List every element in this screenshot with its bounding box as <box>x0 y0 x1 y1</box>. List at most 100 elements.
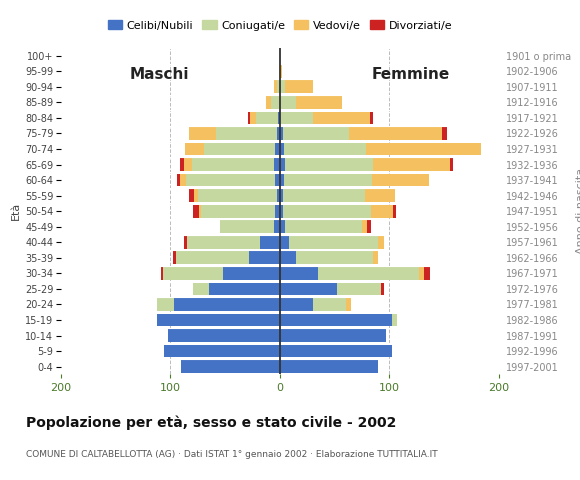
Bar <box>187 236 260 249</box>
Bar <box>173 252 176 264</box>
Bar <box>280 283 337 295</box>
Bar <box>280 329 386 342</box>
Bar <box>284 174 372 187</box>
Bar <box>280 174 284 187</box>
Y-axis label: Età: Età <box>10 202 21 220</box>
Bar <box>285 81 313 93</box>
Bar <box>193 205 199 217</box>
Bar <box>249 252 280 264</box>
Bar <box>189 127 216 140</box>
Bar <box>271 96 280 109</box>
Bar <box>189 189 194 202</box>
Bar <box>183 236 187 249</box>
Bar <box>277 189 280 202</box>
Bar <box>276 174 280 187</box>
Bar <box>280 360 378 373</box>
Text: COMUNE DI CALTABELLOTTA (AG) · Dati ISTAT 1° gennaio 2002 · Elaborazione TUTTITA: COMUNE DI CALTABELLOTTA (AG) · Dati ISTA… <box>26 450 438 459</box>
Bar <box>176 252 249 264</box>
Bar <box>280 81 285 93</box>
Bar <box>362 220 368 233</box>
Bar <box>274 220 280 233</box>
Bar <box>223 267 280 280</box>
Bar <box>194 189 198 202</box>
Bar <box>157 313 280 326</box>
Bar <box>280 345 392 358</box>
Bar <box>266 96 271 109</box>
Bar <box>277 127 280 140</box>
Bar <box>337 283 380 295</box>
Bar <box>450 158 453 171</box>
Bar <box>184 143 204 156</box>
Bar <box>216 127 277 140</box>
Bar <box>313 111 369 124</box>
Bar <box>280 158 285 171</box>
Bar <box>373 252 378 264</box>
Bar <box>368 220 371 233</box>
Bar <box>346 298 351 311</box>
Bar <box>248 111 251 124</box>
Bar <box>180 174 186 187</box>
Bar <box>392 313 397 326</box>
Bar <box>284 143 367 156</box>
Bar <box>419 267 425 280</box>
Bar <box>278 111 280 124</box>
Bar <box>296 96 342 109</box>
Bar <box>280 220 285 233</box>
Text: Maschi: Maschi <box>130 67 189 82</box>
Bar <box>372 174 429 187</box>
Text: Femmine: Femmine <box>372 67 450 82</box>
Bar <box>274 158 280 171</box>
Bar <box>285 220 362 233</box>
Bar <box>367 143 481 156</box>
Y-axis label: Anno di nascita: Anno di nascita <box>576 168 580 254</box>
Bar <box>251 111 256 124</box>
Bar <box>180 158 183 171</box>
Bar <box>380 283 384 295</box>
Legend: Celibi/Nubili, Coniugati/e, Vedovi/e, Divorziati/e: Celibi/Nubili, Coniugati/e, Vedovi/e, Di… <box>103 16 456 35</box>
Bar <box>283 127 349 140</box>
Bar <box>199 205 201 217</box>
Bar <box>280 189 283 202</box>
Bar <box>289 236 378 249</box>
Bar <box>161 267 163 280</box>
Bar <box>177 174 180 187</box>
Bar <box>163 267 223 280</box>
Bar <box>280 96 296 109</box>
Bar <box>318 267 419 280</box>
Bar <box>425 267 430 280</box>
Bar <box>204 143 276 156</box>
Bar <box>280 65 282 78</box>
Bar <box>371 205 393 217</box>
Bar <box>220 220 274 233</box>
Bar <box>157 298 173 311</box>
Bar <box>442 127 447 140</box>
Bar <box>280 143 284 156</box>
Bar <box>209 283 280 295</box>
Bar <box>280 267 318 280</box>
Bar <box>256 111 278 124</box>
Bar <box>280 236 289 249</box>
Bar <box>276 205 280 217</box>
Bar <box>164 345 280 358</box>
Bar <box>183 158 193 171</box>
Bar <box>285 158 373 171</box>
Bar <box>280 127 283 140</box>
Bar <box>283 205 371 217</box>
Bar <box>193 283 209 295</box>
Bar <box>369 111 373 124</box>
Bar <box>260 236 280 249</box>
Bar <box>280 313 392 326</box>
Text: Popolazione per età, sesso e stato civile - 2002: Popolazione per età, sesso e stato civil… <box>26 415 397 430</box>
Bar <box>280 205 283 217</box>
Bar <box>198 189 277 202</box>
Bar <box>186 174 276 187</box>
Bar <box>280 111 313 124</box>
Bar <box>373 158 450 171</box>
Bar <box>277 81 280 93</box>
Bar <box>393 205 396 217</box>
Bar <box>283 189 365 202</box>
Bar <box>365 189 395 202</box>
Bar <box>280 252 296 264</box>
Bar <box>349 127 442 140</box>
Bar <box>173 298 280 311</box>
